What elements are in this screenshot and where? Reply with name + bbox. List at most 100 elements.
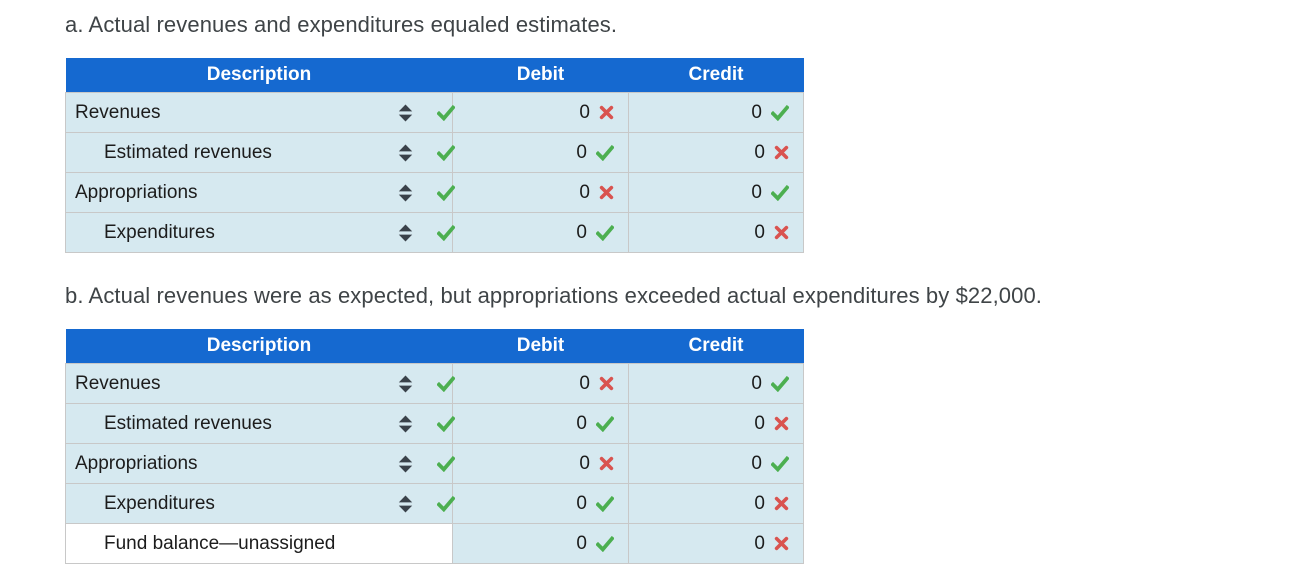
debit-cell[interactable]: 0	[452, 443, 629, 484]
debit-cell[interactable]: 0	[452, 132, 629, 173]
description-cell: Expenditures	[65, 212, 455, 253]
credit-value: 0	[751, 181, 762, 203]
debit-value: 0	[576, 141, 587, 163]
credit-value: 0	[754, 221, 765, 243]
incorrect-x-icon	[599, 376, 614, 391]
credit-value: 0	[751, 372, 762, 394]
account-label: Expenditures	[104, 492, 215, 514]
incorrect-x-icon	[774, 225, 789, 240]
updown-selector-icon[interactable]	[398, 455, 413, 473]
correct-check-icon	[437, 184, 455, 201]
column-header-credit: Credit	[628, 58, 804, 93]
journal-table-b: Description Debit Credit Revenues 0 0 Estimate…	[65, 329, 804, 564]
credit-value: 0	[754, 412, 765, 434]
incorrect-x-icon	[774, 496, 789, 511]
debit-value: 0	[579, 452, 590, 474]
table-row: Estimated revenues 0 0	[65, 403, 804, 444]
correct-check-icon	[771, 375, 789, 392]
correct-check-icon	[437, 375, 455, 392]
problem-a-title: a. Actual revenues and expenditures equa…	[65, 12, 618, 37]
description-cell: Appropriations	[65, 443, 455, 484]
credit-value: 0	[751, 452, 762, 474]
correct-check-icon	[596, 495, 614, 512]
correct-check-icon	[596, 144, 614, 161]
description-cell: Revenues	[65, 92, 455, 133]
description-cell: Appropriations	[65, 172, 455, 213]
correct-check-icon	[437, 224, 455, 241]
updown-selector-icon[interactable]	[398, 184, 413, 202]
credit-value: 0	[754, 492, 765, 514]
credit-cell[interactable]: 0	[628, 523, 804, 564]
table-row: Appropriations 0 0	[65, 172, 804, 213]
debit-value: 0	[579, 181, 590, 203]
updown-selector-icon[interactable]	[398, 375, 413, 393]
journal-table-a: Description Debit Credit Revenues 0 0 Estimate…	[65, 58, 804, 253]
account-label: Revenues	[75, 372, 161, 394]
table-row: Revenues 0 0	[65, 363, 804, 404]
account-label: Fund balance—unassigned	[104, 532, 336, 554]
correct-check-icon	[596, 415, 614, 432]
column-header-debit: Debit	[452, 329, 629, 364]
correct-check-icon	[437, 495, 455, 512]
debit-cell[interactable]: 0	[452, 483, 629, 524]
credit-cell[interactable]: 0	[628, 92, 804, 133]
description-cell: Expenditures	[65, 483, 455, 524]
credit-cell[interactable]: 0	[628, 132, 804, 173]
account-label: Appropriations	[75, 181, 198, 203]
incorrect-x-icon	[599, 105, 614, 120]
description-cell: Fund balance—unassigned	[65, 523, 453, 564]
credit-value: 0	[751, 101, 762, 123]
problem-a-section: a. Actual revenues and expenditures equa…	[65, 12, 1314, 253]
problem-b-section: b. Actual revenues were as expected, but…	[65, 283, 1314, 564]
correct-check-icon	[771, 104, 789, 121]
table-row: Appropriations 0 0	[65, 443, 804, 484]
incorrect-x-icon	[774, 536, 789, 551]
correct-check-icon	[596, 535, 614, 552]
updown-selector-icon[interactable]	[398, 144, 413, 162]
account-label: Estimated revenues	[104, 412, 272, 434]
debit-value: 0	[576, 221, 587, 243]
debit-cell[interactable]: 0	[452, 363, 629, 404]
account-label: Expenditures	[104, 221, 215, 243]
debit-cell[interactable]: 0	[452, 92, 629, 133]
table-row: Revenues 0 0	[65, 92, 804, 133]
table-row: Estimated revenues 0 0	[65, 132, 804, 173]
problem-b-title: b. Actual revenues were as expected, but…	[65, 283, 1043, 308]
debit-value: 0	[579, 372, 590, 394]
correct-check-icon	[437, 455, 455, 472]
description-cell: Revenues	[65, 363, 455, 404]
credit-cell[interactable]: 0	[628, 172, 804, 213]
updown-selector-icon[interactable]	[398, 495, 413, 513]
updown-selector-icon[interactable]	[398, 415, 413, 433]
correct-check-icon	[437, 104, 455, 121]
account-label: Estimated revenues	[104, 141, 272, 163]
credit-cell[interactable]: 0	[628, 403, 804, 444]
column-header-debit: Debit	[452, 58, 629, 93]
correct-check-icon	[596, 224, 614, 241]
credit-cell[interactable]: 0	[628, 363, 804, 404]
table-header-row: Description Debit Credit	[65, 58, 804, 93]
table-row: Expenditures 0 0	[65, 483, 804, 524]
debit-cell[interactable]: 0	[452, 212, 629, 253]
credit-cell[interactable]: 0	[628, 212, 804, 253]
debit-cell[interactable]: 0	[452, 523, 629, 564]
updown-selector-icon[interactable]	[398, 104, 413, 122]
table-header-row: Description Debit Credit	[65, 329, 804, 364]
incorrect-x-icon	[774, 416, 789, 431]
correct-check-icon	[771, 184, 789, 201]
debit-value: 0	[576, 532, 587, 554]
debit-cell[interactable]: 0	[452, 172, 629, 213]
debit-value: 0	[576, 412, 587, 434]
debit-value: 0	[579, 101, 590, 123]
credit-cell[interactable]: 0	[628, 483, 804, 524]
correct-check-icon	[437, 415, 455, 432]
debit-cell[interactable]: 0	[452, 403, 629, 444]
credit-cell[interactable]: 0	[628, 443, 804, 484]
debit-value: 0	[576, 492, 587, 514]
column-header-description: Description	[65, 58, 453, 93]
updown-selector-icon[interactable]	[398, 224, 413, 242]
account-label: Revenues	[75, 101, 161, 123]
incorrect-x-icon	[774, 145, 789, 160]
account-label: Appropriations	[75, 452, 198, 474]
column-header-description: Description	[65, 329, 453, 364]
